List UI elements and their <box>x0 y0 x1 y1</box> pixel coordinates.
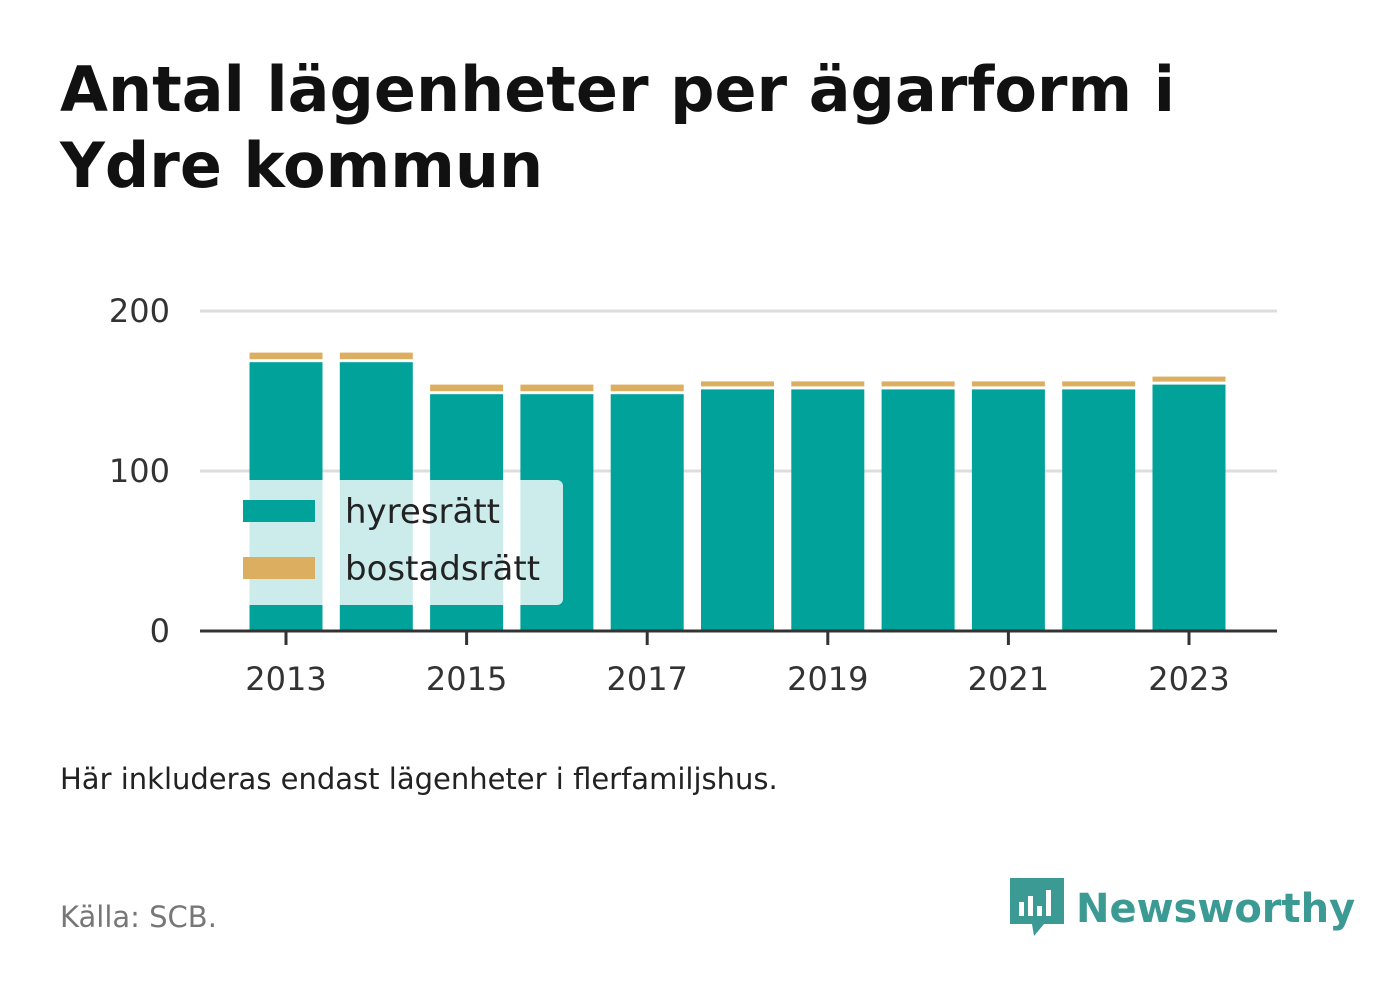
legend: hyresrätt bostadsrätt <box>240 480 563 605</box>
bar-hyresrätt-2022 <box>1062 389 1136 631</box>
chart-title: Antal lägenheter per ägarform i Ydre kom… <box>60 53 1175 202</box>
legend-box <box>240 480 563 605</box>
bar-bostadsrätt-2020 <box>881 381 955 387</box>
legend-label-bostadsrätt: bostadsrätt <box>345 549 540 589</box>
bar-bostadsrätt-2016 <box>520 384 594 392</box>
legend-swatch-bostadsrätt <box>243 557 315 579</box>
bar-bostadsrätt-2022 <box>1062 381 1136 387</box>
bar-hyresrätt-2019 <box>791 389 865 631</box>
legend-swatch-hyresrätt <box>243 500 315 522</box>
bar-hyresrätt-2021 <box>971 389 1045 631</box>
bar-bostadsrätt-2014 <box>339 352 413 360</box>
legend-label-hyresrätt: hyresrätt <box>345 492 500 532</box>
bar-bostadsrätt-2023 <box>1152 376 1226 382</box>
bar-hyresrätt-2020 <box>881 389 955 631</box>
bar-hyresrätt-2023 <box>1152 384 1226 631</box>
chart-area: 0 100 200 2013 2015 2017 2019 2021 2023 hyresrät… <box>109 292 1277 698</box>
y-tick-label: 0 <box>150 612 170 650</box>
axes: 0 100 200 2013 2015 2017 2019 2021 2023 <box>109 292 1277 698</box>
bar-bostadsrätt-2017 <box>610 384 684 392</box>
bar-hyresrätt-2018 <box>701 389 774 631</box>
bar-bostadsrätt-2021 <box>971 381 1045 387</box>
x-tick-label: 2023 <box>1148 660 1229 698</box>
chart-note: Här inkluderas endast lägenheter i flerf… <box>60 762 778 796</box>
y-tick-label: 200 <box>109 292 170 330</box>
brand-logo: Newsworthy <box>1010 878 1355 940</box>
brand-name: Newsworthy <box>1076 886 1356 932</box>
x-tick-label: 2019 <box>787 660 868 698</box>
bar-hyresrätt-2017 <box>610 394 684 631</box>
x-tick-label: 2013 <box>245 660 326 698</box>
x-tick-label: 2017 <box>606 660 687 698</box>
stacked-bar-chart: 0 100 200 2013 2015 2017 2019 2021 2023 hyresrät… <box>109 292 1277 698</box>
bar-bostadsrätt-2015 <box>430 384 504 392</box>
x-tick-label: 2021 <box>968 660 1049 698</box>
bar-bostadsrätt-2018 <box>701 381 774 387</box>
y-tick-label: 100 <box>109 452 170 490</box>
newsworthy-logo-icon <box>1010 878 1064 936</box>
source-text: Källa: SCB. <box>60 900 217 934</box>
x-tick-label: 2015 <box>426 660 507 698</box>
bar-bostadsrätt-2013 <box>249 352 323 360</box>
bar-bostadsrätt-2019 <box>791 381 865 387</box>
